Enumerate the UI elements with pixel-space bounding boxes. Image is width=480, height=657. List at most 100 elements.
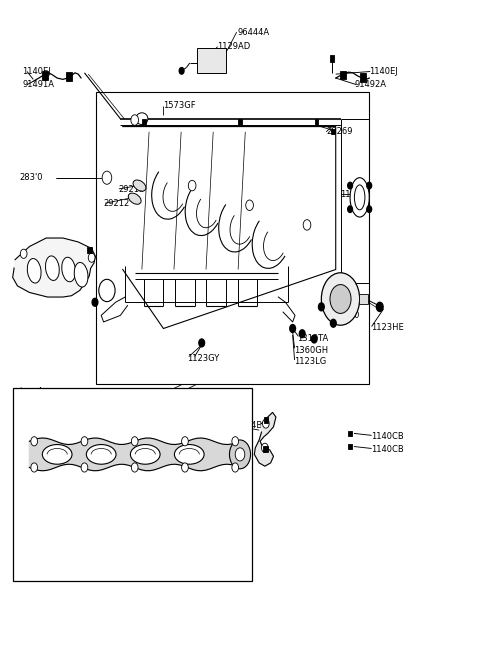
Circle shape — [376, 302, 383, 311]
Circle shape — [188, 180, 196, 191]
Circle shape — [132, 463, 138, 472]
Ellipse shape — [62, 258, 75, 282]
Ellipse shape — [133, 180, 146, 191]
Bar — [143, 120, 146, 125]
Text: 29212: 29212 — [104, 200, 130, 208]
Ellipse shape — [27, 259, 41, 283]
Circle shape — [322, 273, 360, 325]
Bar — [340, 70, 346, 79]
Bar — [348, 444, 352, 449]
Circle shape — [348, 182, 352, 189]
Circle shape — [367, 206, 372, 212]
Circle shape — [300, 330, 305, 338]
Circle shape — [312, 335, 317, 343]
Text: 1123GY: 1123GY — [140, 504, 168, 510]
Text: 1310TA: 1310TA — [298, 334, 329, 343]
Circle shape — [99, 279, 115, 302]
Text: 1123GY: 1123GY — [57, 412, 85, 418]
Circle shape — [81, 463, 88, 472]
Text: 1123GY: 1123GY — [21, 483, 49, 489]
Text: 1123GY: 1123GY — [94, 399, 122, 405]
Circle shape — [179, 68, 184, 74]
Circle shape — [263, 419, 269, 428]
Text: 28411B: 28411B — [12, 267, 45, 276]
Text: 28450: 28450 — [333, 311, 360, 320]
Text: 96444A: 96444A — [238, 28, 270, 37]
Text: 1140EJ: 1140EJ — [369, 67, 398, 76]
Circle shape — [348, 206, 352, 212]
Ellipse shape — [74, 263, 88, 287]
Text: 1123LG: 1123LG — [294, 357, 326, 367]
Bar — [360, 73, 366, 81]
Circle shape — [132, 437, 138, 446]
Text: 1360GH: 1360GH — [294, 346, 328, 355]
Circle shape — [330, 319, 336, 327]
Text: 1123GY: 1123GY — [129, 412, 157, 418]
Bar — [263, 446, 267, 452]
Text: 1573GF: 1573GF — [163, 101, 196, 110]
Bar — [264, 417, 268, 423]
Circle shape — [181, 437, 188, 446]
Circle shape — [290, 325, 296, 332]
Text: view  A: view A — [15, 387, 43, 396]
Text: 1310TA: 1310TA — [17, 411, 45, 417]
Bar — [42, 71, 48, 79]
Ellipse shape — [46, 256, 59, 281]
Circle shape — [181, 463, 188, 472]
Text: 1140EJ: 1140EJ — [22, 67, 51, 76]
Text: 1123HE: 1123HE — [371, 323, 403, 332]
Ellipse shape — [136, 113, 148, 125]
Bar — [331, 129, 335, 135]
Circle shape — [199, 339, 204, 347]
Polygon shape — [254, 413, 276, 466]
Circle shape — [31, 437, 37, 446]
Circle shape — [31, 463, 37, 472]
Bar — [329, 55, 334, 62]
Circle shape — [303, 219, 311, 230]
Text: A: A — [104, 286, 110, 295]
Circle shape — [88, 253, 95, 262]
Ellipse shape — [174, 445, 204, 464]
Text: 1360GH: 1360GH — [173, 401, 203, 407]
Bar — [315, 120, 319, 125]
Bar — [66, 72, 72, 81]
Text: 26414B: 26414B — [230, 421, 263, 430]
Text: 1123GY: 1123GY — [131, 483, 159, 489]
Text: 28269: 28269 — [326, 127, 353, 136]
Text: 1123GY: 1123GY — [187, 353, 220, 363]
Circle shape — [131, 115, 139, 125]
Text: 91491A: 91491A — [22, 80, 54, 89]
Ellipse shape — [86, 445, 116, 464]
Text: 29213: 29213 — [118, 185, 144, 194]
Bar — [238, 120, 242, 125]
Ellipse shape — [42, 445, 72, 464]
Polygon shape — [29, 438, 240, 471]
Text: 1123GY: 1123GY — [80, 492, 108, 498]
Ellipse shape — [128, 193, 141, 204]
Text: 1129AD: 1129AD — [217, 42, 250, 51]
Bar — [96, 93, 369, 384]
Text: 283'0: 283'0 — [20, 173, 43, 182]
Ellipse shape — [131, 445, 160, 464]
Circle shape — [92, 298, 98, 306]
Circle shape — [232, 437, 239, 446]
Text: 1123GY: 1123GY — [68, 504, 96, 510]
Bar — [348, 431, 352, 436]
Bar — [87, 246, 92, 253]
Text: 1140CB: 1140CB — [371, 432, 403, 442]
Circle shape — [246, 200, 253, 210]
Circle shape — [81, 437, 88, 446]
Polygon shape — [12, 238, 96, 297]
Bar — [12, 388, 252, 581]
Circle shape — [229, 440, 251, 469]
Circle shape — [235, 448, 245, 461]
Circle shape — [330, 284, 351, 313]
Circle shape — [232, 463, 239, 472]
Text: 1360GH: 1360GH — [17, 401, 47, 407]
Text: 91492A: 91492A — [355, 80, 387, 89]
Text: 1140CB: 1140CB — [371, 445, 403, 454]
Bar — [359, 294, 368, 304]
Ellipse shape — [354, 185, 365, 210]
Circle shape — [367, 182, 372, 189]
Circle shape — [20, 249, 27, 258]
